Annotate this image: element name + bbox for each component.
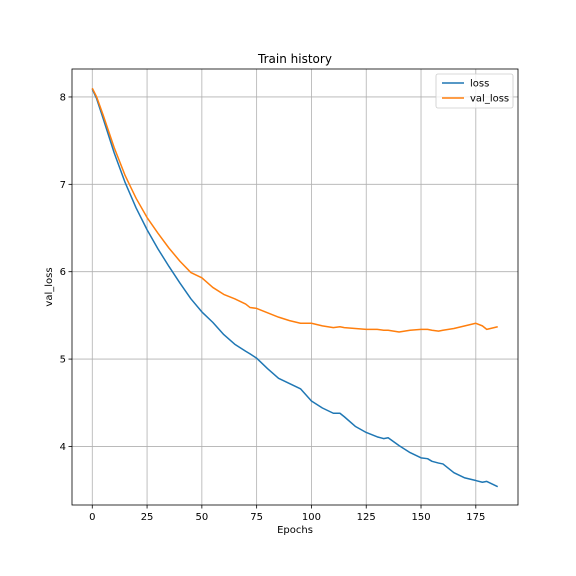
tick-layer: 0 25 50 75 100 125 150 175 4 5 6 7 8: [60, 92, 486, 523]
y-tick-label: 5: [60, 355, 66, 366]
x-tick-label: 50: [195, 512, 208, 523]
legend: loss val_loss: [435, 73, 514, 109]
x-tick-label: 0: [89, 512, 95, 523]
x-axis-label: Epochs: [277, 525, 313, 536]
y-tick-label: 8: [60, 92, 66, 103]
series-line-loss: [91, 88, 499, 488]
x-tick-label: 175: [466, 512, 485, 523]
y-tick-label: 4: [60, 442, 66, 453]
y-axis-label: val_loss: [44, 267, 55, 306]
x-tick-label: 100: [302, 512, 321, 523]
x-tick-label: 75: [250, 512, 263, 523]
chart-title: Train history: [257, 52, 332, 66]
series-layer: [91, 87, 499, 488]
series-line-val-loss: [91, 87, 498, 333]
x-tick-label: 125: [357, 512, 376, 523]
y-tick-label: 7: [60, 180, 66, 191]
x-tick-label: 150: [411, 512, 430, 523]
plot-frame: [71, 68, 519, 506]
x-tick-label: 25: [141, 512, 154, 523]
y-tick-label: 6: [60, 267, 66, 278]
grid-layer: [72, 69, 518, 505]
legend-label-val-loss: val_loss: [470, 94, 509, 105]
legend-label-loss: loss: [470, 79, 489, 90]
